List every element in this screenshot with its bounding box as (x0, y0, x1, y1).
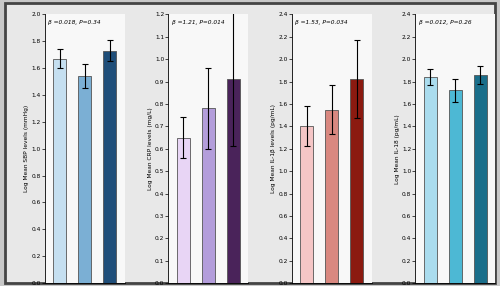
Text: β =0.012, P=0.26: β =0.012, P=0.26 (418, 20, 471, 25)
Y-axis label: Log Mean IL-1β levels (pg/mL): Log Mean IL-1β levels (pg/mL) (272, 104, 276, 193)
Y-axis label: Log Mean CRP levels (mg/L): Log Mean CRP levels (mg/L) (148, 107, 153, 190)
Text: β =0.018, P=0.34: β =0.018, P=0.34 (48, 20, 101, 25)
Bar (78, 76, 92, 283)
Bar (177, 138, 190, 283)
Bar (424, 77, 437, 283)
Bar (300, 126, 314, 283)
Text: β =1.21, P=0.014: β =1.21, P=0.014 (172, 20, 224, 25)
Bar (448, 90, 462, 283)
Bar (350, 79, 363, 283)
Bar (326, 110, 338, 283)
Bar (226, 79, 239, 283)
Bar (54, 59, 66, 283)
Y-axis label: Log Mean SBP levels (mmHg): Log Mean SBP levels (mmHg) (24, 105, 29, 192)
Text: β =1.53, P=0.034: β =1.53, P=0.034 (295, 20, 348, 25)
Bar (202, 108, 214, 283)
Y-axis label: Log Mean IL-18 (pg/mL): Log Mean IL-18 (pg/mL) (394, 114, 400, 184)
Bar (103, 51, 116, 283)
Bar (474, 75, 486, 283)
